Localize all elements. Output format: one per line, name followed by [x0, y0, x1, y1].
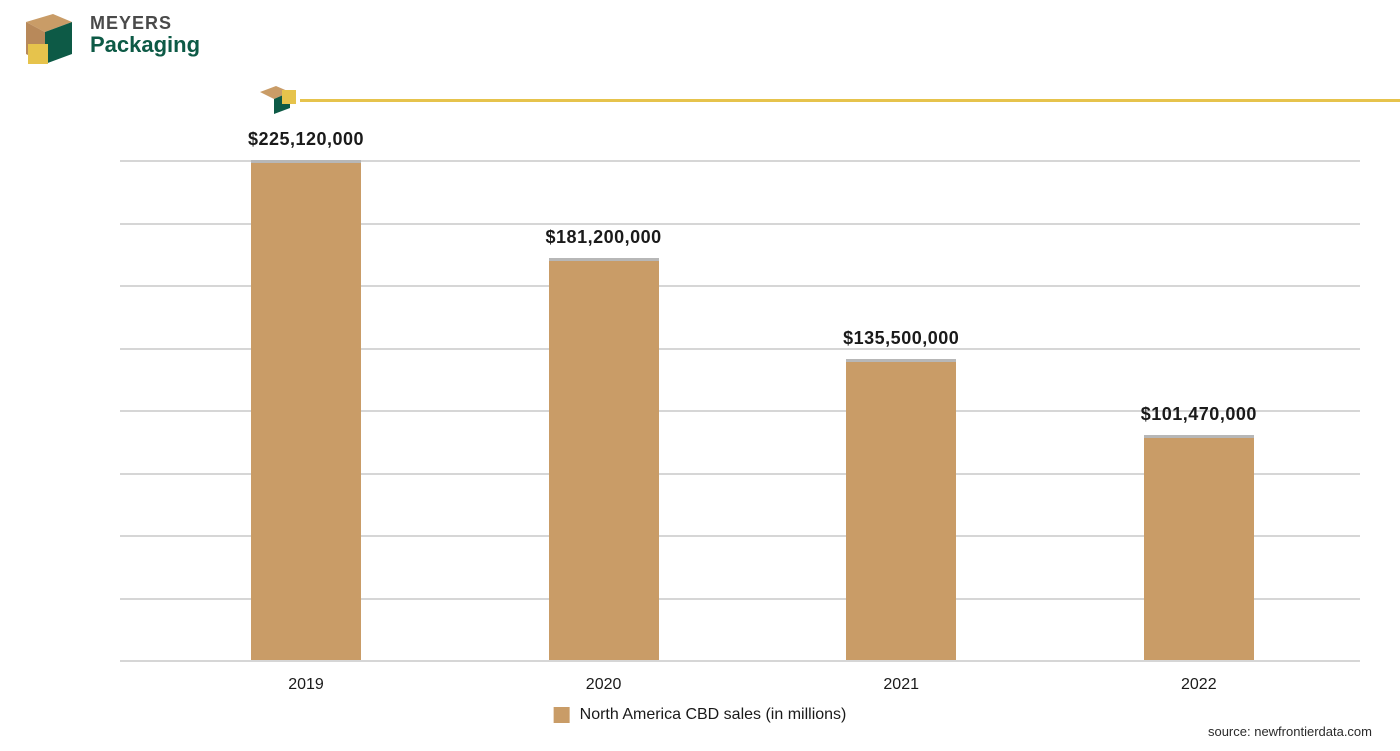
divider-line: [300, 99, 1400, 102]
bar: [549, 258, 659, 660]
legend-swatch: [554, 707, 570, 723]
source-credit: source: newfrontierdata.com: [1208, 724, 1372, 739]
chart-legend: North America CBD sales (in millions): [554, 706, 847, 724]
bar-value-label: $101,470,000: [1141, 404, 1257, 425]
bar-category-label: 2019: [288, 676, 324, 694]
bar: [846, 359, 956, 660]
bar-column: $101,470,0002022: [1144, 160, 1254, 660]
bar-value-label: $225,120,000: [248, 129, 364, 150]
brand-logo-text: MEYERS Packaging: [90, 14, 200, 56]
grid-line: [120, 660, 1360, 662]
brand-logo-mark: [26, 14, 80, 68]
bar-column: $181,200,0002020: [549, 160, 659, 660]
legend-label: North America CBD sales (in millions): [580, 706, 847, 724]
divider-mini-mark: [260, 84, 302, 114]
bar-category-label: 2022: [1181, 676, 1217, 694]
bar-value-label: $181,200,000: [546, 227, 662, 248]
brand-logo: MEYERS Packaging: [26, 14, 200, 68]
bar: [251, 160, 361, 660]
bar-column: $135,500,0002021: [846, 160, 956, 660]
brand-name-line2: Packaging: [90, 33, 200, 56]
bar-column: $225,120,0002019: [251, 160, 361, 660]
bar: [1144, 435, 1254, 660]
bar-category-label: 2020: [586, 676, 622, 694]
bar-category-label: 2021: [883, 676, 919, 694]
decorative-divider: [260, 96, 1400, 104]
brand-name-line1: MEYERS: [90, 14, 200, 33]
bar-value-label: $135,500,000: [843, 328, 959, 349]
chart-bars: $225,120,0002019 $181,200,0002020 $135,500…: [120, 160, 1360, 660]
cbd-sales-bar-chart: $225,120,0002019 $181,200,0002020 $135,500…: [120, 160, 1360, 660]
